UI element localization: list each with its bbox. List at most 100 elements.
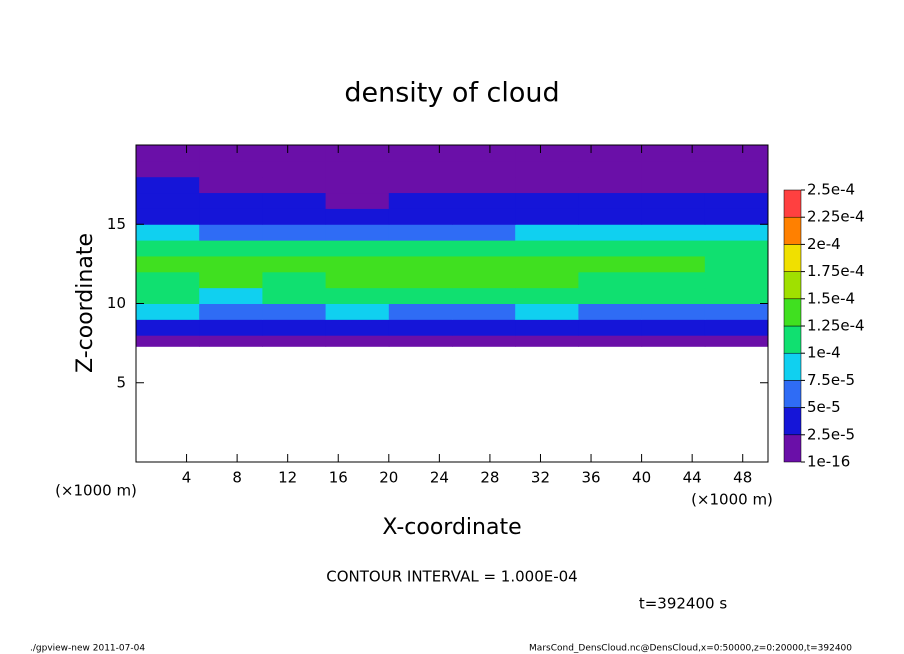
heat-cell — [199, 145, 263, 162]
heat-cell — [515, 208, 579, 225]
colorbar-label: 1.5e-4 — [807, 289, 855, 307]
heat-cell — [641, 240, 706, 257]
colorbar-label: 1.75e-4 — [807, 262, 865, 280]
heat-cell — [262, 240, 327, 257]
heat-cell — [452, 224, 516, 241]
x-tick-label: 20 — [379, 469, 398, 487]
heat-cell — [641, 224, 706, 241]
heat-cell — [199, 160, 263, 178]
heat-cell — [136, 208, 200, 225]
heat-cell — [704, 192, 769, 209]
heat-cell — [515, 319, 579, 336]
heat-cell — [515, 255, 579, 273]
heat-cell — [325, 145, 390, 162]
heat-cell — [136, 335, 200, 347]
heat-cell — [704, 271, 769, 289]
heat-cell — [262, 224, 327, 241]
heat-cell — [262, 287, 327, 304]
heat-cell — [136, 145, 200, 162]
heat-cell — [641, 255, 706, 273]
heat-cell — [325, 335, 390, 347]
heat-cell — [325, 192, 390, 209]
heat-cell — [199, 303, 263, 320]
heat-cell — [262, 160, 327, 178]
heat-cell — [136, 224, 200, 241]
heat-cell — [388, 224, 453, 241]
colorbar-box — [783, 325, 802, 354]
heat-cell — [199, 287, 263, 304]
heat-cell — [388, 271, 453, 289]
x-tick-label: 4 — [182, 469, 192, 487]
heat-cell — [641, 335, 706, 347]
x-unit: (×1000 m) — [691, 491, 773, 509]
heat-cell — [578, 145, 643, 162]
heat-cell — [199, 255, 263, 273]
heat-cell — [515, 224, 579, 241]
heat-cell — [704, 255, 769, 273]
heat-cell — [641, 145, 706, 162]
chart-title: density of cloud — [344, 78, 559, 109]
heat-cell — [704, 240, 769, 257]
x-tick-label: 48 — [733, 469, 752, 487]
time-note: t=392400 s — [639, 595, 727, 613]
colorbar-box — [783, 380, 802, 408]
heat-cell — [452, 303, 516, 320]
x-tick-label: 40 — [632, 469, 651, 487]
heat-cell — [325, 160, 390, 178]
heat-cell — [388, 240, 453, 257]
heat-cell — [578, 160, 643, 178]
footer-left: ./gpview-new 2011-07-04 — [30, 644, 145, 654]
heat-cell — [325, 240, 390, 257]
colorbar-box — [783, 244, 802, 272]
heat-cell — [262, 145, 327, 162]
heat-cell — [136, 271, 200, 289]
heat-cell — [136, 319, 200, 336]
heat-cell — [136, 287, 200, 304]
colorbar-box — [783, 434, 802, 463]
heat-cell — [388, 145, 453, 162]
heat-cell — [262, 303, 327, 320]
heat-cell — [704, 303, 769, 320]
colorbar-label: 2e-4 — [807, 235, 841, 253]
heat-cell — [199, 192, 263, 209]
heat-cell — [136, 160, 200, 178]
heat-cell — [325, 271, 390, 289]
x-axis-label: X-coordinate — [382, 515, 521, 540]
heat-cell — [262, 335, 327, 347]
heat-cell — [199, 335, 263, 347]
y-tick-label: 10 — [107, 294, 126, 312]
heat-cell — [199, 319, 263, 336]
heat-cell — [515, 303, 579, 320]
heat-cell — [704, 160, 769, 178]
heat-cell — [325, 287, 390, 304]
heat-cell — [641, 208, 706, 225]
heat-cell — [452, 160, 516, 178]
colorbar-label: 2.5e-5 — [807, 425, 855, 443]
heat-cell — [136, 176, 200, 194]
colorbar-label: 5e-5 — [807, 398, 841, 416]
heat-cell — [325, 224, 390, 241]
colorbar-label: 1e-16 — [807, 453, 850, 471]
heat-cell — [452, 145, 516, 162]
heat-cell — [388, 192, 453, 209]
heat-cell — [325, 176, 390, 194]
heat-cell — [578, 255, 643, 273]
heat-cell — [704, 287, 769, 304]
y-unit: (×1000 m) — [55, 482, 137, 500]
heat-cell — [641, 160, 706, 178]
colorbar-box — [783, 352, 802, 381]
x-tick-label: 16 — [329, 469, 348, 487]
heat-cell — [388, 287, 453, 304]
heat-cell — [578, 224, 643, 241]
x-tick-label: 44 — [683, 469, 702, 487]
heat-cell — [515, 287, 579, 304]
heat-cell — [136, 255, 200, 273]
heat-cell — [199, 224, 263, 241]
heat-cell — [578, 303, 643, 320]
heat-cell — [199, 208, 263, 225]
heat-cell — [452, 208, 516, 225]
heat-cell — [136, 240, 200, 257]
x-tick-label: 28 — [480, 469, 499, 487]
heat-cell — [515, 192, 579, 209]
